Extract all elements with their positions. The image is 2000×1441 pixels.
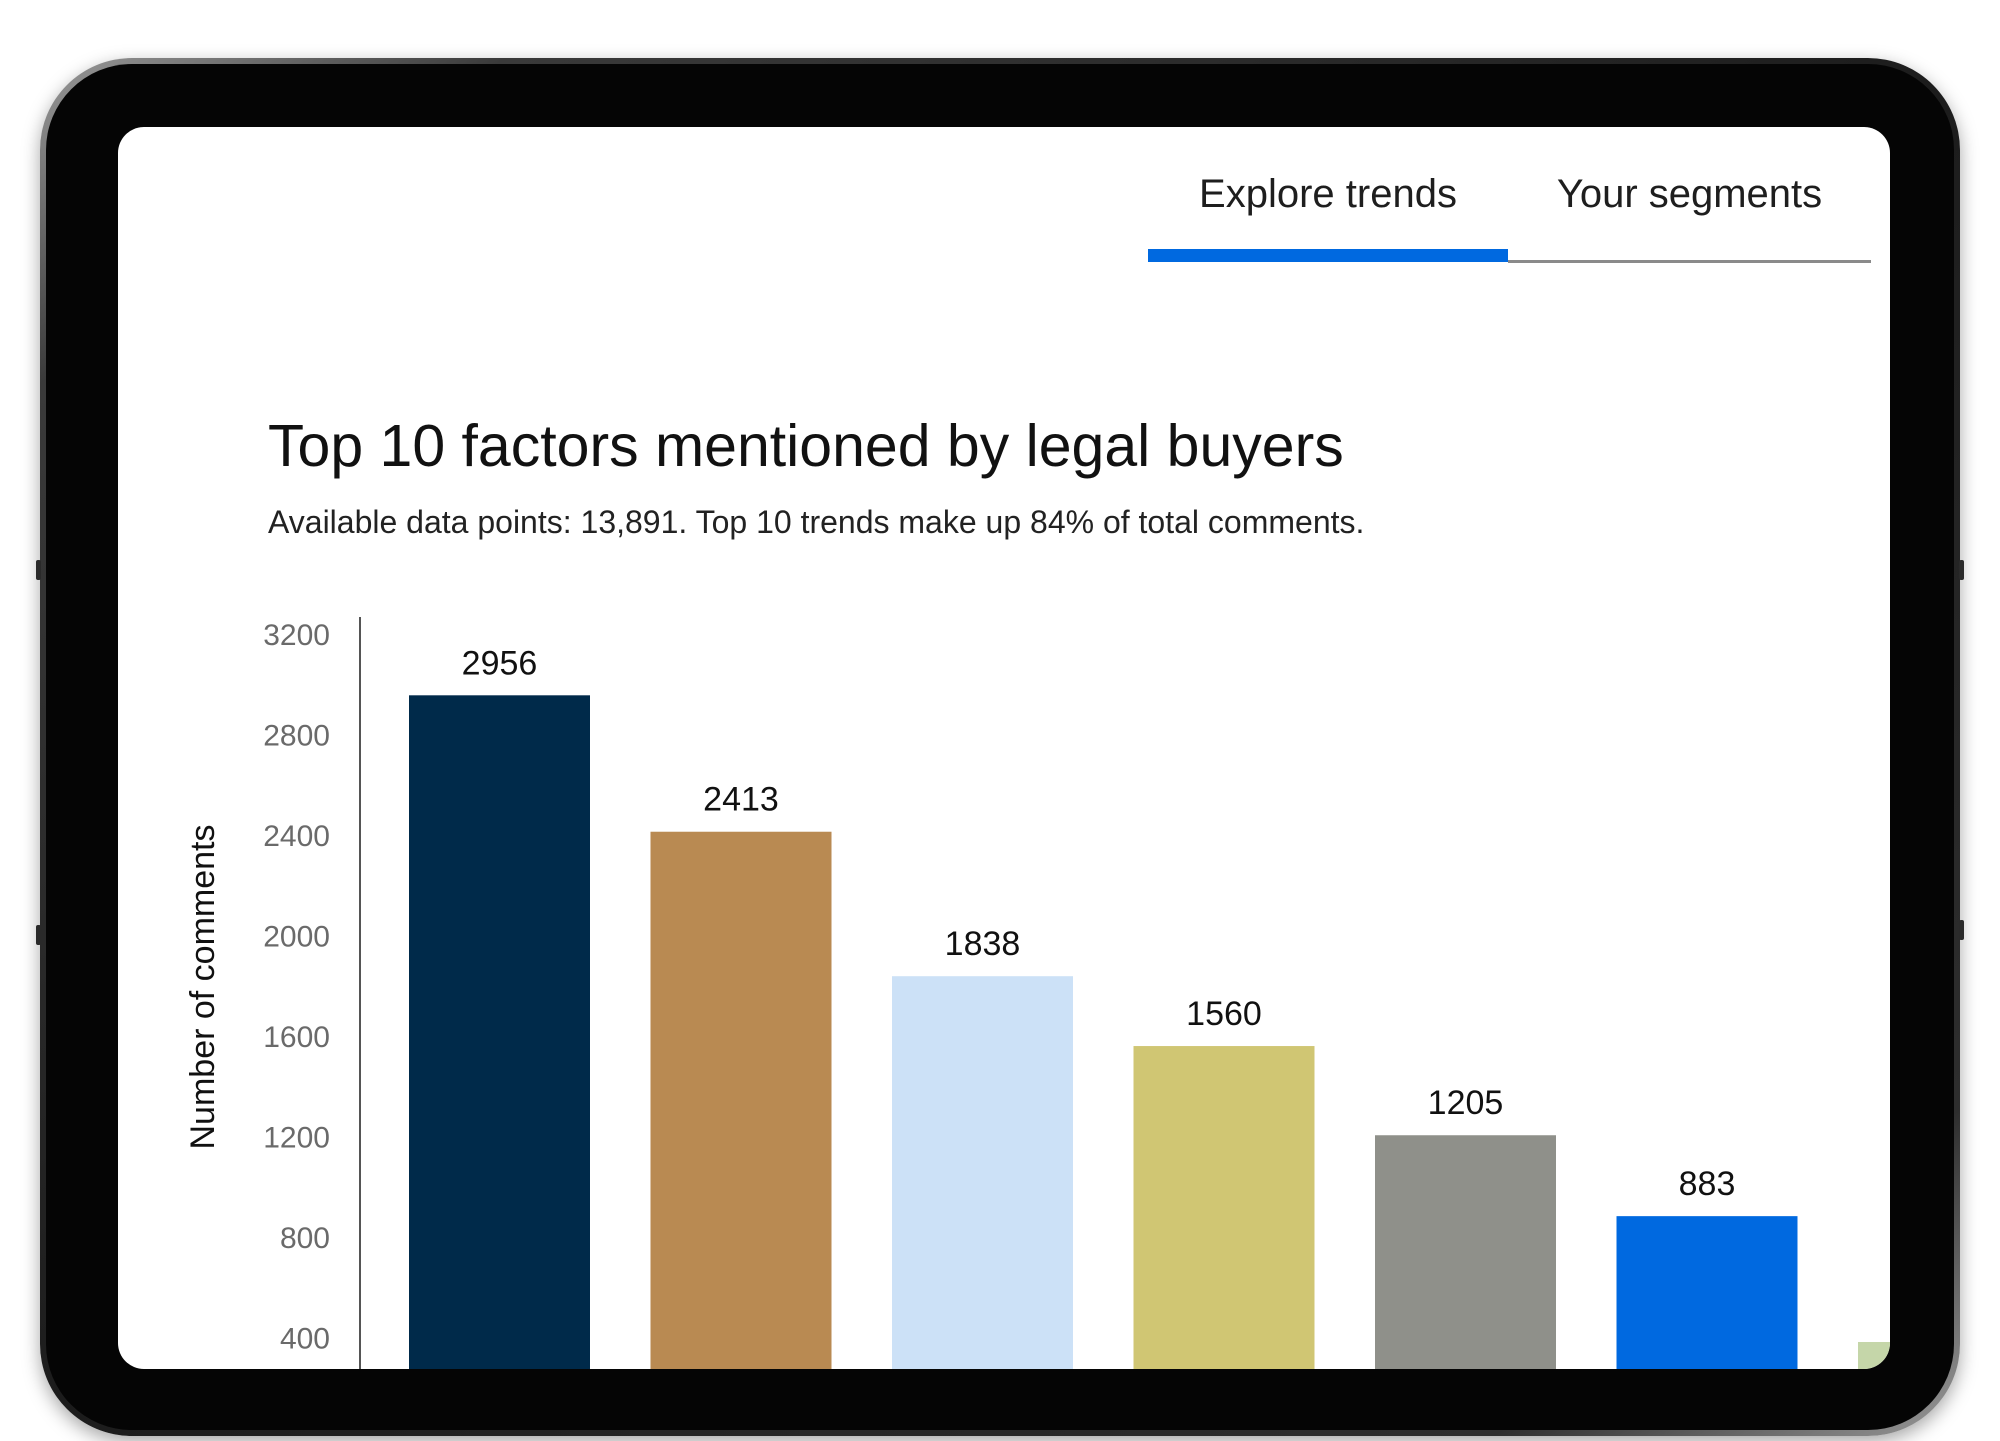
bar [1616, 1216, 1798, 1369]
bar [1858, 1342, 1890, 1369]
bar-value-label: 2413 [703, 781, 779, 819]
chart-title: Top 10 factors mentioned by legal buyers [268, 413, 1344, 479]
tablet-screen: Explore trends Your segments Top 10 fact… [118, 127, 1890, 1369]
y-tick-label: 1600 [263, 1021, 330, 1054]
y-tick-label: 2800 [263, 720, 330, 753]
y-tick-label: 1200 [263, 1122, 330, 1155]
side-button [1959, 560, 1964, 580]
volume-button [36, 560, 41, 580]
active-tab-indicator [1148, 249, 1508, 262]
side-button [1959, 920, 1964, 940]
bar-value-label: 1560 [1186, 995, 1262, 1033]
bar-chart: Number of comments 400 800 1200 1600 2000 240… [184, 617, 1890, 1369]
bar [650, 831, 832, 1369]
y-tick-label: 3200 [263, 619, 330, 652]
tabs-underline [1508, 260, 1871, 263]
tab-your-segments[interactable]: Your segments [1556, 172, 1823, 216]
bar [1375, 1135, 1556, 1369]
bar-value-label: 883 [1679, 1165, 1736, 1203]
volume-button [36, 925, 41, 945]
tab-explore-trends[interactable]: Explore trends [1199, 172, 1457, 216]
bar [892, 976, 1073, 1369]
bar [1133, 1046, 1315, 1369]
y-tick-label: 2400 [263, 820, 330, 853]
y-tick-label: 400 [280, 1323, 330, 1356]
bar-value-label: 1838 [945, 925, 1021, 963]
bar-value-label: 2956 [462, 644, 538, 682]
chart-subtitle: Available data points: 13,891. Top 10 tr… [268, 504, 1365, 540]
bar-value-label: 1205 [1428, 1084, 1504, 1122]
bar [409, 695, 590, 1369]
y-axis-label: Number of comments [184, 825, 222, 1150]
y-tick-label: 2000 [263, 921, 330, 954]
y-tick-label: 800 [280, 1222, 330, 1255]
